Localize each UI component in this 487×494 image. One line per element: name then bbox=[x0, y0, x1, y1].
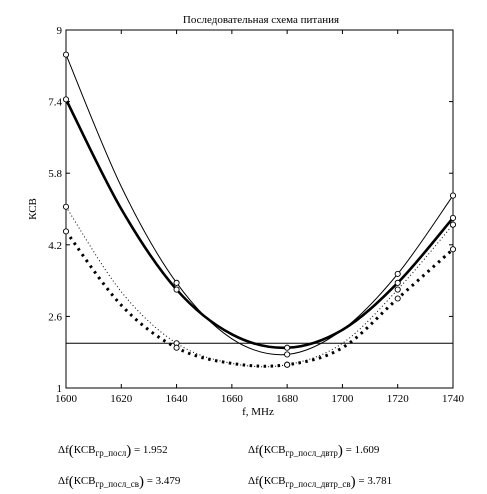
result-base: КСВ bbox=[73, 475, 96, 487]
plot-layer: 1600 1620 1640 1660 1680 1700 1720 1740 1 2.6 4.2 5… bbox=[48, 25, 464, 405]
result-subscript: гр_посл_двтр_св bbox=[285, 479, 351, 490]
series-thick-solid-point bbox=[284, 344, 291, 351]
x-tick-label: 1660 bbox=[221, 393, 244, 405]
y-tick-label: 7.4 bbox=[48, 97, 62, 109]
series-thin-solid-point bbox=[62, 51, 70, 58]
x-axis-label: f, MHz bbox=[242, 406, 274, 418]
vswr-chart: Последовательная схема питания 1600 1620 1… bbox=[27, 14, 465, 418]
series-thick-dotted-line bbox=[64, 230, 454, 368]
result-subscript: гр_посл_св bbox=[95, 479, 139, 490]
series-thin-dotted-point bbox=[449, 221, 457, 228]
y-tick-label: 4.2 bbox=[48, 240, 62, 252]
result-prefix: Δf bbox=[58, 444, 69, 456]
result-base: КСВ bbox=[73, 444, 96, 456]
x-tick-label: 1740 bbox=[442, 393, 465, 405]
series-thin-solid-point bbox=[449, 192, 457, 199]
result-value: = 3.781 bbox=[358, 475, 393, 487]
plot-frame bbox=[65, 29, 454, 389]
series-thick-dotted-point bbox=[449, 246, 457, 253]
x-tick-label: 1620 bbox=[110, 393, 133, 405]
series-thick-dotted-point bbox=[173, 344, 180, 351]
y-axis-label: КСВ bbox=[27, 198, 39, 220]
result-value: = 3.479 bbox=[146, 475, 181, 487]
series-thick-solid-line bbox=[64, 98, 454, 350]
series-thin-solid-point bbox=[284, 351, 291, 358]
series-thin-dotted-point bbox=[62, 203, 70, 210]
result-bandwidth-gr-posl-dvtr: Δf(КСВгр_посл_двтр) = 1.609 bbox=[248, 443, 380, 459]
results-panel: Δf(КСВгр_посл) = 1.952 Δf(КСВгр_посл_двт… bbox=[0, 440, 487, 494]
result-base: КСВ bbox=[263, 475, 286, 487]
y-tick-label: 5.8 bbox=[48, 168, 62, 180]
result-prefix: Δf bbox=[58, 475, 69, 487]
result-base: КСВ bbox=[263, 444, 286, 456]
x-tick-label: 1680 bbox=[276, 393, 299, 405]
result-value: = 1.609 bbox=[345, 444, 380, 456]
series-thick-solid-point bbox=[62, 96, 70, 103]
x-tick-label: 1640 bbox=[166, 393, 189, 405]
series-thick-solid-point bbox=[394, 279, 401, 286]
series-thick-solid-point bbox=[449, 214, 457, 221]
x-tick-label: 1600 bbox=[55, 393, 78, 405]
series-thin-solid-point bbox=[173, 279, 180, 286]
x-tick-label: 1700 bbox=[331, 393, 354, 405]
series-thin-dotted-point bbox=[394, 286, 401, 293]
series-thick-dotted-point bbox=[284, 361, 291, 368]
y-tick-label: 1 bbox=[57, 383, 63, 395]
y-tick-label: 2.6 bbox=[48, 311, 62, 323]
series-thin-solid-line bbox=[65, 54, 454, 356]
chart-title: Последовательная схема питания bbox=[183, 14, 339, 26]
result-value: = 1.952 bbox=[133, 444, 168, 456]
result-subscript: гр_посл bbox=[95, 448, 127, 459]
y-tick-label: 9 bbox=[57, 25, 63, 37]
result-subscript: гр_посл_двтр bbox=[285, 448, 338, 459]
result-prefix: Δf bbox=[248, 444, 259, 456]
result-bandwidth-gr-posl-dvtr-sv: Δf(КСВгр_посл_двтр_св) = 3.781 bbox=[248, 474, 393, 490]
result-bandwidth-gr-posl: Δf(КСВгр_посл) = 1.952 bbox=[58, 443, 168, 459]
series-thick-dotted-point bbox=[394, 295, 401, 302]
result-bandwidth-gr-posl-sv: Δf(КСВгр_посл_св) = 3.479 bbox=[58, 474, 181, 490]
series-thin-solid-point bbox=[394, 270, 401, 277]
series-thick-solid-point bbox=[173, 286, 180, 293]
series-thick-dotted-point bbox=[62, 228, 70, 235]
x-tick-label: 1720 bbox=[387, 393, 410, 405]
result-prefix: Δf bbox=[248, 475, 259, 487]
